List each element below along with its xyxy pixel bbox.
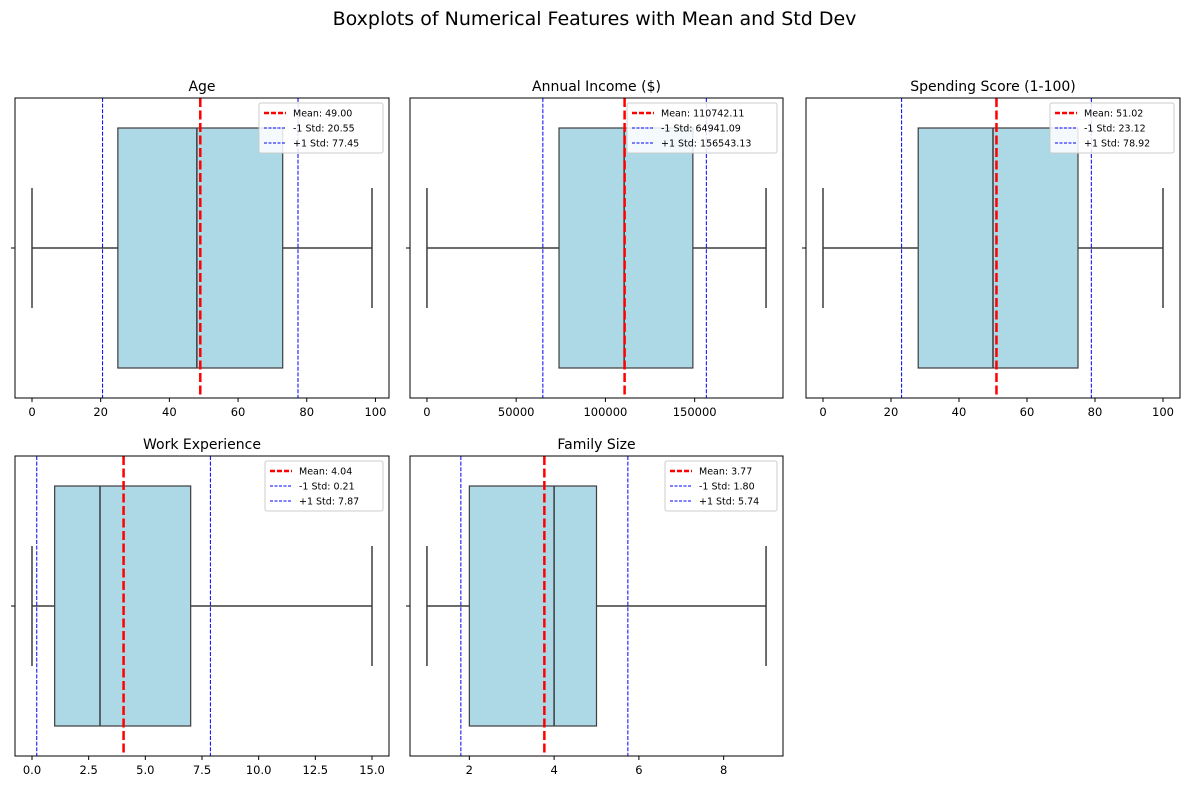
x-tick-label: 100 xyxy=(364,405,386,419)
x-tick-label: 80 xyxy=(1088,405,1103,419)
x-tick-label: 100000 xyxy=(583,405,627,419)
legend-minus-std-label: -1 Std: 0.21 xyxy=(299,482,355,493)
subplot-4: Work Experience 0.0 2.5 5.0 7.5 10.0 12.5 15.0 M… xyxy=(11,437,390,777)
subplot-2: Annual Income ($) 0 50000 100000 150000 Mean:… xyxy=(406,79,784,419)
legend-frame xyxy=(664,460,778,512)
x-tick-label: 4 xyxy=(550,763,557,777)
subplot-title: Work Experience xyxy=(143,437,261,453)
x-tick-label: 0 xyxy=(819,405,826,419)
legend: Mean: 49.00 -1 Std: 20.55 +1 Std: 77.45 xyxy=(258,102,384,154)
x-tick-label: 20 xyxy=(93,405,108,419)
x-tick-label: 0.0 xyxy=(23,763,41,777)
x-tick-label: 15.0 xyxy=(359,763,385,777)
x-tick-label: 5.0 xyxy=(136,763,154,777)
subplot-title: Family Size xyxy=(557,437,635,453)
x-tick-label: 6 xyxy=(635,763,642,777)
legend-mean-label: Mean: 110742.11 xyxy=(661,109,744,120)
iqr-box xyxy=(917,127,1079,369)
legend-minus-std-label: -1 Std: 20.55 xyxy=(293,124,355,135)
x-tick-label: 2.5 xyxy=(80,763,98,777)
legend-plus-std-label: +1 Std: 78.92 xyxy=(1084,139,1150,150)
x-tick-label: 80 xyxy=(299,405,314,419)
subplot-title: Annual Income ($) xyxy=(532,79,661,95)
legend: Mean: 110742.11 -1 Std: 64941.09 +1 Std: 1… xyxy=(626,102,778,154)
legend-mean-label: Mean: 51.02 xyxy=(1084,109,1143,120)
legend-minus-std-label: -1 Std: 64941.09 xyxy=(661,124,741,135)
legend-minus-std-label: -1 Std: 23.12 xyxy=(1084,124,1146,135)
x-tick-label: 40 xyxy=(952,405,967,419)
x-tick-label: 150000 xyxy=(673,405,717,419)
x-tick-label: 10.0 xyxy=(246,763,272,777)
legend: Mean: 51.02 -1 Std: 23.12 +1 Std: 78.92 xyxy=(1049,102,1175,154)
legend-plus-std-label: +1 Std: 5.74 xyxy=(699,497,759,508)
x-tick-label: 100 xyxy=(1152,405,1174,419)
subplot-title: Age xyxy=(188,79,215,95)
legend-frame xyxy=(264,460,384,512)
figure-title: Boxplots of Numerical Features with Mean… xyxy=(333,8,857,30)
x-tick-label: 2 xyxy=(466,763,473,777)
subplot-5: Family Size 2 4 6 8 Mean: 3.77 -1 Std: 1.80 +1 … xyxy=(406,437,784,777)
legend-mean-label: Mean: 4.04 xyxy=(299,467,352,478)
legend-plus-std-label: +1 Std: 156543.13 xyxy=(661,139,751,150)
x-tick-label: 0 xyxy=(423,405,430,419)
x-tick-label: 0 xyxy=(28,405,35,419)
x-tick-label: 7.5 xyxy=(193,763,211,777)
subplot-3: Spending Score (1-100) 0 20 40 60 80 100 Mean: … xyxy=(802,79,1181,419)
x-tick-label: 40 xyxy=(162,405,177,419)
legend-minus-std-label: -1 Std: 1.80 xyxy=(699,482,755,493)
legend-frame xyxy=(1049,102,1175,154)
subplot-title: Spending Score (1-100) xyxy=(910,79,1076,95)
iqr-box xyxy=(558,127,694,369)
x-tick-label: 60 xyxy=(231,405,246,419)
iqr-box xyxy=(468,485,598,727)
legend: Mean: 4.04 -1 Std: 0.21 +1 Std: 7.87 xyxy=(264,460,384,512)
legend-frame xyxy=(258,102,384,154)
x-tick-label: 20 xyxy=(884,405,899,419)
x-tick-label: 8 xyxy=(720,763,727,777)
legend-mean-label: Mean: 3.77 xyxy=(699,467,752,478)
legend-plus-std-label: +1 Std: 7.87 xyxy=(299,497,359,508)
legend-mean-label: Mean: 49.00 xyxy=(293,109,352,120)
x-tick-label: 12.5 xyxy=(303,763,329,777)
legend: Mean: 3.77 -1 Std: 1.80 +1 Std: 5.74 xyxy=(664,460,778,512)
subplot-1: Age 0 20 40 60 80 100 Mean: 49.00 -1 Std: 20.55 +… xyxy=(11,79,390,419)
legend-frame xyxy=(626,102,778,154)
x-tick-label: 60 xyxy=(1020,405,1035,419)
x-tick-label: 50000 xyxy=(498,405,535,419)
legend-plus-std-label: +1 Std: 77.45 xyxy=(293,139,359,150)
